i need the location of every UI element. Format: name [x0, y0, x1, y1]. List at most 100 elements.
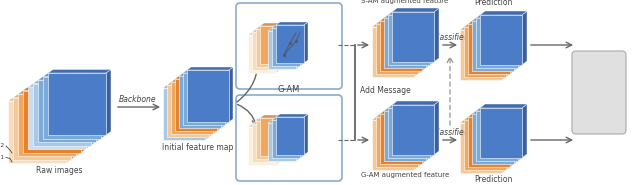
Polygon shape: [252, 121, 284, 124]
Polygon shape: [268, 31, 296, 69]
Text: Prediction: Prediction: [474, 175, 512, 184]
Polygon shape: [460, 26, 507, 30]
Polygon shape: [91, 80, 96, 145]
Polygon shape: [171, 79, 217, 82]
Polygon shape: [464, 27, 506, 77]
Polygon shape: [468, 117, 510, 167]
Polygon shape: [171, 82, 213, 134]
Polygon shape: [248, 124, 280, 127]
Polygon shape: [434, 101, 439, 155]
Polygon shape: [414, 116, 419, 170]
Polygon shape: [213, 79, 217, 134]
Polygon shape: [300, 117, 304, 158]
Polygon shape: [163, 85, 209, 88]
Polygon shape: [260, 26, 288, 64]
Polygon shape: [86, 83, 91, 149]
Text: Loss: Loss: [588, 88, 610, 98]
Polygon shape: [460, 30, 502, 80]
Polygon shape: [43, 73, 106, 77]
Polygon shape: [284, 26, 288, 67]
Polygon shape: [384, 18, 426, 68]
Polygon shape: [468, 24, 510, 74]
Polygon shape: [276, 114, 308, 117]
Polygon shape: [23, 90, 81, 152]
Polygon shape: [502, 119, 507, 173]
Text: S-AM: S-AM: [278, 0, 300, 2]
Polygon shape: [468, 113, 515, 117]
Polygon shape: [476, 111, 518, 161]
Polygon shape: [248, 127, 276, 165]
Polygon shape: [472, 17, 519, 21]
FancyBboxPatch shape: [236, 95, 342, 181]
Polygon shape: [376, 117, 418, 167]
Polygon shape: [380, 17, 427, 21]
Polygon shape: [76, 90, 81, 156]
Polygon shape: [175, 79, 217, 131]
Polygon shape: [276, 32, 280, 73]
Polygon shape: [13, 94, 76, 97]
Polygon shape: [28, 87, 86, 149]
Polygon shape: [209, 82, 213, 137]
Polygon shape: [280, 121, 284, 162]
Polygon shape: [276, 117, 304, 155]
Polygon shape: [480, 108, 522, 158]
Polygon shape: [33, 80, 96, 83]
Polygon shape: [464, 23, 511, 27]
Polygon shape: [522, 11, 527, 65]
Polygon shape: [13, 97, 71, 159]
Polygon shape: [422, 17, 427, 71]
Polygon shape: [18, 94, 76, 156]
Polygon shape: [183, 73, 225, 125]
Polygon shape: [514, 110, 519, 164]
Polygon shape: [480, 15, 522, 65]
Polygon shape: [272, 28, 300, 66]
Polygon shape: [476, 18, 518, 68]
Polygon shape: [472, 110, 519, 114]
Polygon shape: [175, 76, 221, 79]
Polygon shape: [518, 14, 523, 68]
Polygon shape: [472, 114, 514, 164]
Polygon shape: [183, 70, 229, 73]
Polygon shape: [167, 82, 213, 85]
Polygon shape: [376, 20, 423, 24]
Polygon shape: [260, 115, 292, 118]
Polygon shape: [422, 110, 427, 164]
Polygon shape: [106, 70, 111, 135]
Polygon shape: [514, 17, 519, 71]
Polygon shape: [510, 20, 515, 74]
Polygon shape: [392, 8, 439, 12]
Polygon shape: [256, 118, 288, 121]
Polygon shape: [167, 85, 209, 137]
Polygon shape: [252, 32, 280, 70]
Polygon shape: [268, 28, 300, 31]
Polygon shape: [388, 104, 435, 108]
Text: Initial feature map: Initial feature map: [163, 143, 234, 152]
Polygon shape: [280, 29, 284, 70]
Text: Group2: Group2: [0, 144, 5, 149]
Polygon shape: [288, 23, 292, 64]
Polygon shape: [272, 117, 304, 120]
Polygon shape: [66, 97, 71, 163]
Polygon shape: [372, 116, 419, 120]
Polygon shape: [260, 118, 288, 156]
Polygon shape: [217, 76, 221, 131]
Polygon shape: [392, 105, 434, 155]
Polygon shape: [260, 23, 292, 26]
Text: G-AM augmented feature: G-AM augmented feature: [361, 172, 449, 178]
Polygon shape: [426, 107, 431, 161]
Polygon shape: [8, 97, 71, 101]
Polygon shape: [506, 116, 511, 170]
Polygon shape: [248, 35, 276, 73]
Polygon shape: [476, 14, 523, 18]
Text: S-AM augmented feature: S-AM augmented feature: [362, 0, 449, 4]
Polygon shape: [276, 124, 280, 165]
Polygon shape: [225, 70, 229, 125]
Polygon shape: [522, 104, 527, 158]
Polygon shape: [101, 73, 106, 139]
Polygon shape: [510, 113, 515, 167]
Polygon shape: [221, 73, 225, 128]
Polygon shape: [384, 111, 426, 161]
Polygon shape: [23, 87, 86, 90]
Polygon shape: [304, 22, 308, 63]
Polygon shape: [392, 12, 434, 62]
